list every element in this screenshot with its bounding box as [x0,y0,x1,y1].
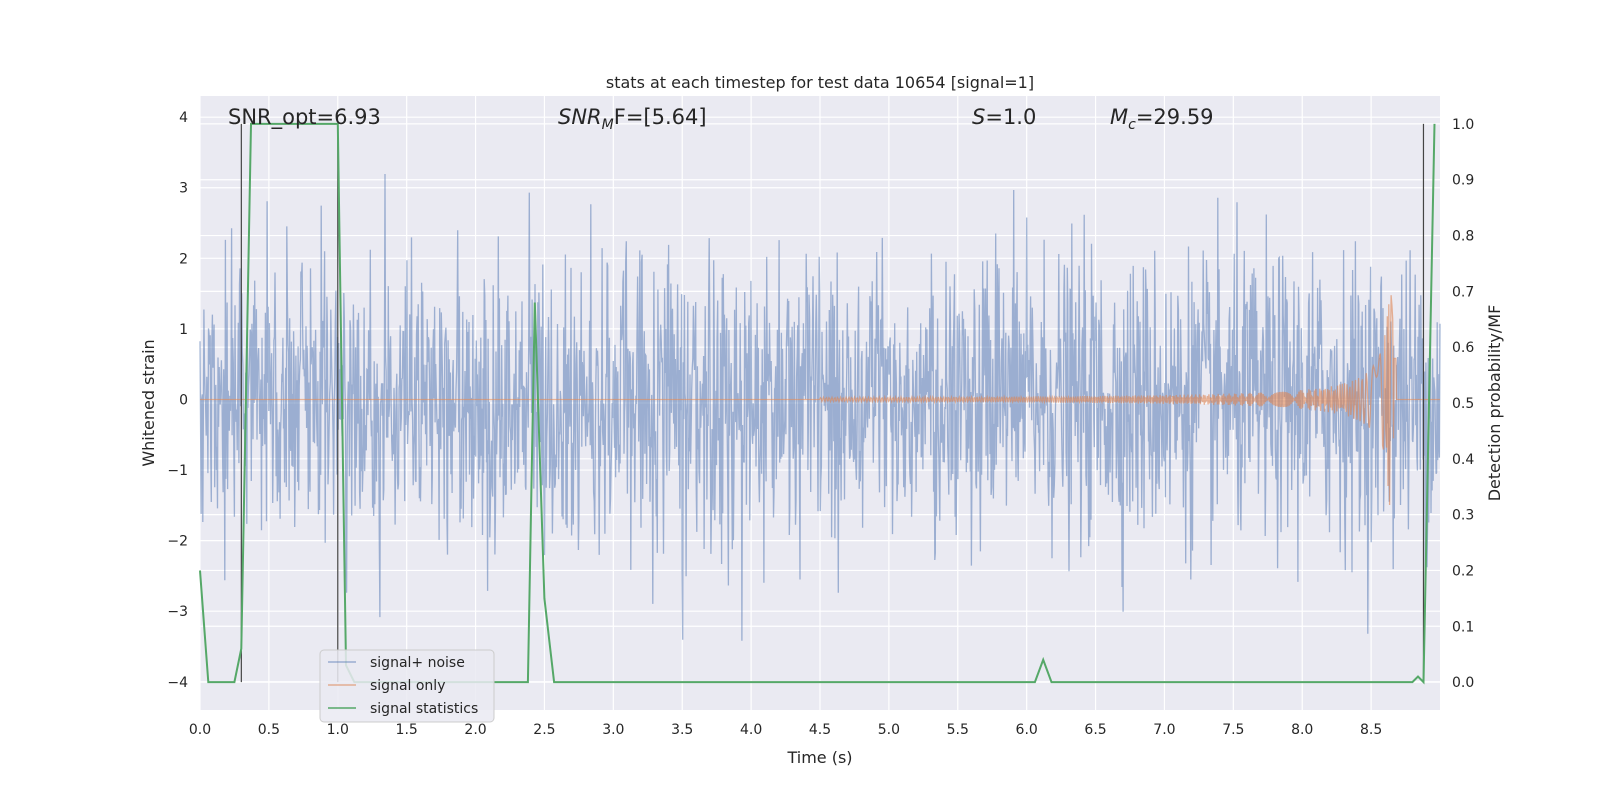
y-right-tick-label: 0.1 [1452,619,1474,635]
x-tick-labels: 0.0 0.5 1.0 1.5 2.0 2.5 3.0 3.5 4.0 4.5 5.0 5.5 6.0 6… [189,722,1382,738]
y-right-tick-label: 0.9 [1452,173,1474,189]
annotation-s-main: S [972,105,985,129]
y-right-axis-label: Detection probability/MF [1485,305,1504,502]
vertical-markers [240,123,1425,683]
x-tick-label: 0.0 [189,722,211,738]
annotation-mc-rest: =29.59 [1136,105,1214,129]
y-tick-label: −3 [167,604,188,620]
annotation-mc-sub: c [1128,117,1136,133]
x-tick-label: 4.0 [740,722,762,738]
y-right-tick-label: 0.5 [1452,396,1474,412]
x-tick-label: 8.5 [1360,722,1382,738]
noise-line [199,173,1441,641]
x-tick-label: 3.0 [602,722,624,738]
legend: signal+ noise signal only signal statist… [319,649,495,723]
annotation-s: S=1.0 [972,105,1036,129]
annotation-s-rest: =1.0 [985,105,1036,129]
series-signal-statistics [199,122,1436,685]
x-tick-label: 8.0 [1291,722,1313,738]
series-signal-only [200,295,1440,506]
x-tick-label: 6.0 [1016,722,1038,738]
annotation-mc: Mc=29.59 [1110,105,1214,133]
y-right-tick-label: 0.3 [1452,508,1474,524]
x-tick-label: 1.5 [396,722,418,738]
y-tick-label: −4 [167,675,188,691]
y-right-tick-label: 1.0 [1452,117,1474,133]
x-tick-label: 2.0 [464,722,486,738]
x-tick-label: 7.0 [1153,722,1175,738]
x-tick-label: 7.5 [1222,722,1244,738]
y-tick-label: −1 [167,463,188,479]
chart-title: stats at each timestep for test data 106… [606,73,1034,92]
y-tick-labels: 4 3 2 1 0 −1 −2 −3 −4 [167,110,188,691]
legend-label-signal-only: signal only [370,678,445,694]
x-tick-label: 6.5 [1084,722,1106,738]
legend-label-signal-statistics: signal statistics [370,701,478,717]
x-tick-label: 3.5 [671,722,693,738]
x-tick-label: 2.5 [533,722,555,738]
x-tick-label: 4.5 [809,722,831,738]
y-tick-label: 1 [179,322,188,338]
legend-label-signal-noise: signal+ noise [370,655,465,671]
x-tick-label: 0.5 [258,722,280,738]
y-tick-label: 2 [179,251,188,267]
y-right-tick-label: 0.2 [1452,563,1474,579]
y-right-tick-label: 0.8 [1452,229,1474,245]
y-axis-label: Whitened strain [139,339,158,466]
annotation-snr-mf-sub: M [602,117,614,133]
y-right-tick-label: 0.4 [1452,452,1474,468]
y-tick-label: 4 [179,110,188,126]
annotation-snr-opt: SNR_opt=6.93 [228,105,381,130]
chirp-line [200,295,1440,506]
y-tick-label: 3 [179,181,188,197]
x-tick-label: 5.0 [878,722,900,738]
x-axis-label: Time (s) [786,748,852,767]
y-tick-label: −2 [167,534,188,550]
series-signal-noise [199,173,1441,641]
annotation-snr-mf-main: SNR [558,105,602,129]
y-tick-label: 0 [179,392,188,408]
stats-line [199,122,1436,685]
legend-box [319,649,495,723]
y-right-tick-label: 0.0 [1452,675,1474,691]
x-tick-label: 5.5 [947,722,969,738]
annotation-snr-mf-rest: F=[5.64] [614,105,707,129]
annotation-mc-main: M [1110,105,1128,129]
annotation-snr-mf: SNRMF=[5.64] [558,105,707,133]
y-right-tick-label: 0.7 [1452,284,1474,300]
x-tick-label: 1.0 [327,722,349,738]
y-right-tick-labels: 1.0 0.9 0.8 0.7 0.6 0.5 0.4 0.3 0.2 0.1 0.0 [1452,117,1474,691]
y-right-tick-label: 0.6 [1452,340,1474,356]
